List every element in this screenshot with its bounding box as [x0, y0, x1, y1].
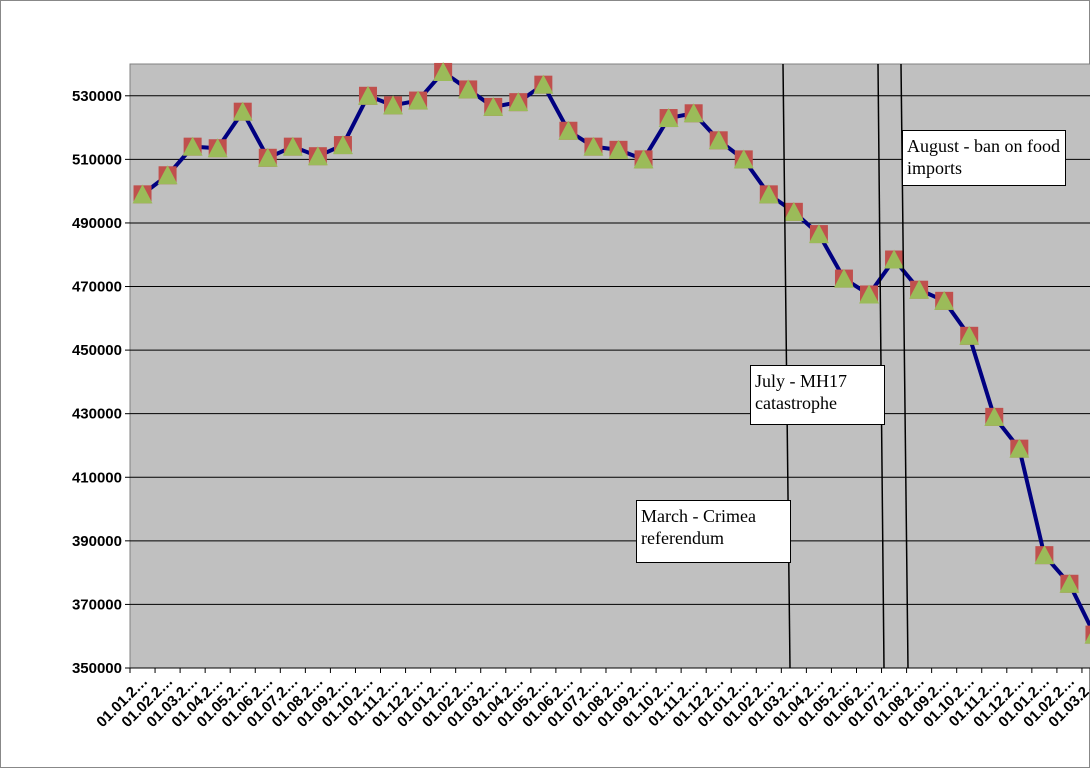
annotation: July - MH17 catastrophe: [750, 365, 885, 425]
y-tick-label: 470000: [72, 279, 122, 296]
y-tick-label: 410000: [72, 469, 122, 486]
y-tick-label: 450000: [72, 342, 122, 359]
marker-triangle: [959, 325, 980, 345]
marker-triangle: [332, 135, 353, 155]
marker-triangle: [282, 136, 303, 156]
y-tick-label: 370000: [72, 596, 122, 613]
marker-triangle: [608, 139, 629, 159]
marker-triangle: [984, 406, 1005, 426]
annotation: March - Crimea referendum: [636, 500, 791, 563]
marker-triangle: [232, 101, 253, 121]
marker-triangle: [458, 79, 479, 99]
marker-triangle: [1034, 545, 1055, 565]
marker-triangle: [207, 138, 228, 158]
y-tick-label: 430000: [72, 406, 122, 423]
marker-triangle: [558, 120, 579, 140]
y-tick-label: 490000: [72, 215, 122, 232]
marker-triangle: [1059, 573, 1080, 593]
y-tick-label: 530000: [72, 88, 122, 105]
marker-triangle: [182, 136, 203, 156]
marker-triangle: [483, 96, 504, 116]
y-tick-label: 390000: [72, 533, 122, 550]
y-tick-label: 510000: [72, 151, 122, 168]
marker-triangle: [733, 149, 754, 169]
marker-triangle: [583, 136, 604, 156]
marker-triangle: [1084, 633, 1090, 644]
marker-triangle: [658, 108, 679, 128]
marker-triangle: [257, 147, 278, 167]
marker-triangle: [783, 201, 804, 221]
annotation: August - ban on food imports: [902, 130, 1066, 186]
y-tick-label: 350000: [72, 660, 122, 677]
marker-triangle: [833, 268, 854, 288]
marker-triangle: [683, 103, 704, 123]
marker-triangle: [508, 92, 529, 112]
marker-triangle: [909, 279, 930, 299]
marker-triangle: [132, 184, 153, 204]
marker-triangle: [884, 249, 905, 269]
marker-triangle: [307, 146, 328, 166]
marker-triangle: [357, 85, 378, 105]
marker-triangle: [533, 74, 554, 94]
marker-triangle: [633, 149, 654, 169]
marker-triangle: [408, 90, 429, 110]
marker-triangle: [433, 61, 454, 81]
marker-square: [1085, 625, 1090, 644]
marker-triangle: [708, 130, 729, 150]
marker-triangle: [808, 224, 829, 244]
marker-triangle: [157, 165, 178, 185]
marker-triangle: [758, 184, 779, 204]
marker-triangle: [934, 290, 955, 310]
marker-triangle: [1009, 438, 1030, 458]
marker-triangle: [383, 95, 404, 115]
marker-triangle: [859, 284, 880, 304]
